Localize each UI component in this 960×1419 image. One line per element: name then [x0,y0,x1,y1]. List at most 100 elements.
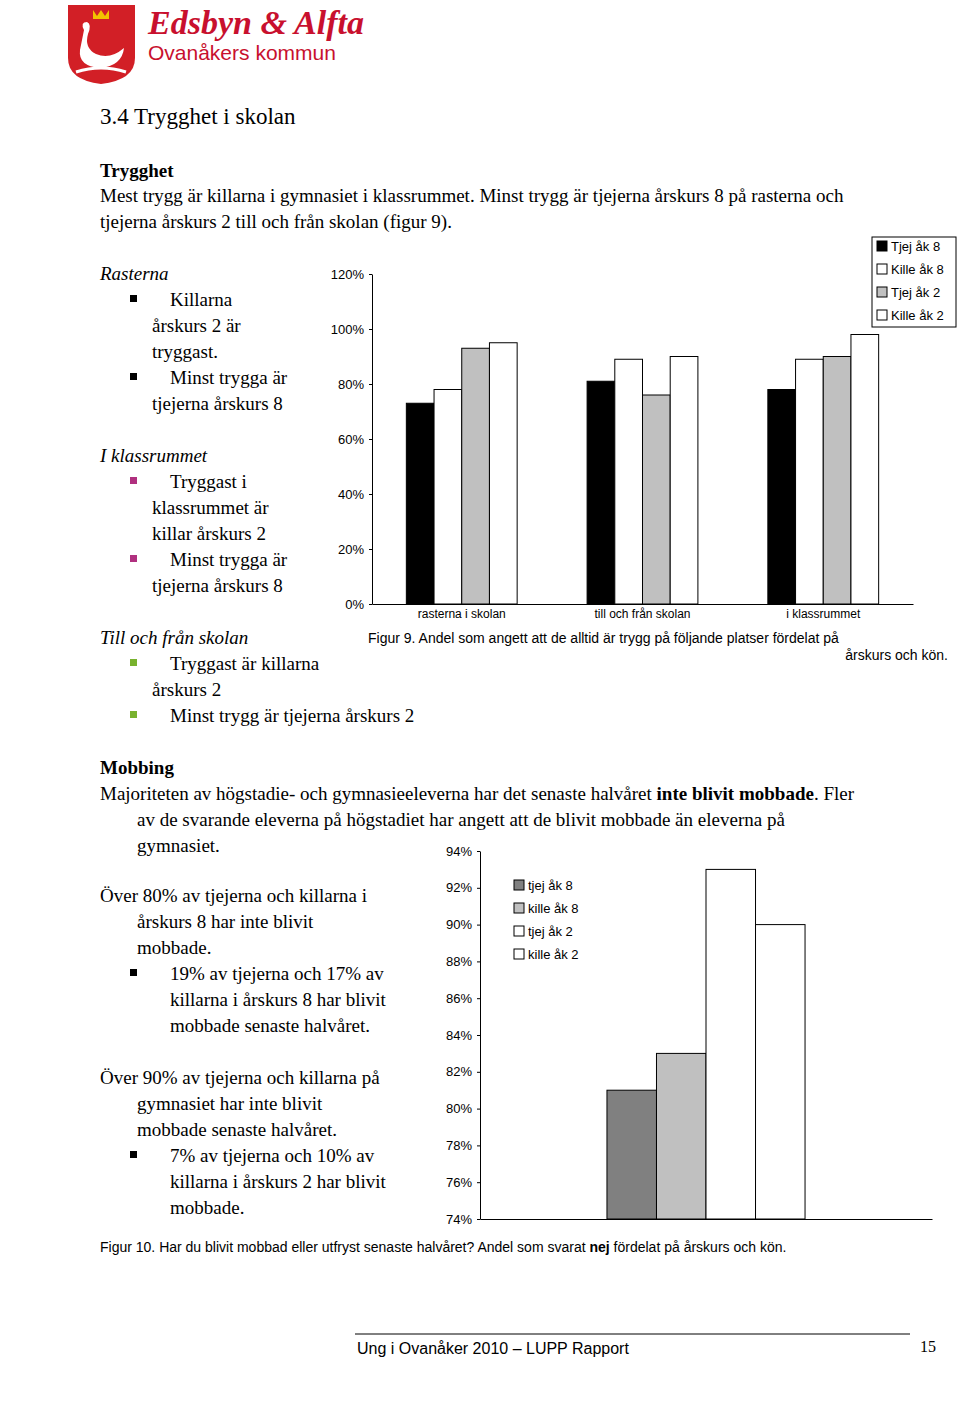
legend-label: Kille åk 2 [891,308,944,323]
bullet-text: tjejerna årskurs 8 [152,393,283,414]
bullet-text: Tryggast är killarna [170,653,320,674]
paragraph-line: Mest trygg är killarna i gymnasiet i kla… [100,185,844,206]
y-axis: 0%20%40%60%80%100%120% [331,267,373,612]
bar [851,335,879,605]
y-tick: 120% [331,267,372,282]
legend-swatch [514,926,524,936]
y-tick-label: 82% [446,1064,472,1079]
note-text: gymnasiet har inte blivit [137,1093,323,1114]
bullet-text: killar årskurs 2 [152,523,266,544]
bar [656,1053,706,1219]
footer-text: Ung i Ovanåker 2010 – LUPP Rapport [357,1340,629,1357]
legend-label: kille åk 8 [528,901,579,916]
bullet-text: tjejerna årskurs 8 [152,575,283,596]
note-text: Över 80% av tjejerna och killarna i [100,885,367,906]
legend-label: Tjej åk 2 [891,285,940,300]
y-tick: 92% [446,880,480,895]
y-tick: 80% [446,1101,480,1116]
section-title: 3.4 Trygghet i skolan [100,104,296,129]
y-tick-label: 88% [446,954,472,969]
note-text: Över 90% av tjejerna och killarna på [100,1067,380,1088]
y-tick-label: 100% [331,322,365,337]
legend: tjej åk 8 kille åk 8 tjej åk 2 kille åk 2 [514,878,579,962]
y-tick-label: 0% [345,597,364,612]
bullet-text: 19% av tjejerna och 17% av [170,963,384,984]
y-tick-label: 84% [446,1028,472,1043]
bar [489,343,517,604]
y-tick-label: 94% [446,844,472,859]
paragraph-line: tjejerna årskurs 2 till och från skolan … [100,211,452,233]
legend-swatch [514,903,524,913]
note-heading: Rasterna [99,263,169,284]
y-tick-mark [369,604,372,605]
text-run: Majoriteten av högstadie- och gymnasieel… [100,783,657,804]
legend-label: tjej åk 2 [528,924,573,939]
y-tick: 88% [446,954,480,969]
bullet-text: tryggast. [152,341,218,362]
plot-area [406,335,878,605]
page: Edsbyn & AlftaOvanåkers kommun 3.4 Tryggh… [0,0,960,1419]
bullet-text: Killarna [170,289,233,310]
y-tick-mark [369,494,372,495]
y-tick-mark [369,549,372,550]
y-tick-mark [477,998,480,999]
footer-rule [355,1334,910,1335]
legend-label: kille åk 2 [528,947,579,962]
y-axis: 74%76%78%80%82%84%86%88%90%92%94% [446,844,481,1227]
y-tick-label: 60% [338,432,364,447]
y-tick: 100% [331,322,372,337]
x-axis-line [481,1219,933,1220]
x-tick: rasterna i skolan [418,604,506,621]
y-tick: 84% [446,1028,480,1043]
header-title: Edsbyn & Alfta [147,4,364,41]
x-axis-line [373,604,914,605]
y-tick-mark [477,888,480,889]
text-run: gymnasiet. [137,835,220,856]
bar [434,390,462,605]
chart: 0%20%40%60%80%100%120%rasterna i skolant… [331,237,956,621]
bullet [130,659,137,666]
y-tick-mark [477,1182,480,1183]
x-tick-label: i klassrummet [786,607,861,621]
y-tick-mark [477,961,480,962]
bar [462,348,490,604]
y-tick-mark [369,439,372,440]
bullet-text: Minst trygga är [170,367,288,388]
y-tick: 82% [446,1064,480,1079]
note-text: årskurs 8 har inte blivit [137,911,314,932]
bar [607,1090,657,1219]
x-tick-label: till och från skolan [594,607,690,621]
y-tick-mark [477,1109,480,1110]
heading: Mobbing [100,757,174,778]
logo [68,5,135,84]
legend-label: tjej åk 8 [528,878,573,893]
x-tick: till och från skolan [594,604,690,621]
chart: 74%76%78%80%82%84%86%88%90%92%94%tjej åk… [446,844,933,1227]
y-tick: 60% [338,432,372,447]
bar [756,925,806,1219]
caption: Figur 10. Har du blivit mobbad eller utf… [100,1239,786,1255]
bullet [130,373,137,380]
bullet-text: årskurs 2 är [152,315,241,336]
y-tick-mark [369,274,372,275]
y-tick-label: 74% [446,1212,472,1227]
legend-frame [872,237,956,327]
legend: Tjej åk 8Kille åk 8Tjej åk 2Kille åk 2 [872,237,956,327]
bullet-text: mobbade. [170,1197,244,1218]
bullet-text: killarna i årskurs 2 har blivit [170,1171,387,1192]
y-tick-label: 90% [446,917,472,932]
heading: Trygghet [100,160,174,181]
y-tick: 90% [446,917,480,932]
bar [823,357,851,605]
y-tick: 76% [446,1175,480,1190]
legend-swatch [877,264,887,274]
bar [615,359,643,604]
y-tick-label: 80% [446,1101,472,1116]
paragraph-line: gymnasiet. [137,835,220,856]
bullet [130,477,137,484]
caption: årskurs och kön. [845,647,948,663]
paragraph-line: av de svarande eleverna på högstadiet ha… [137,809,785,830]
header-subtitle: Ovanåkers kommun [148,41,336,64]
x-axis: rasterna i skolan till och från skolan i k… [373,604,914,621]
bullet [130,295,137,302]
